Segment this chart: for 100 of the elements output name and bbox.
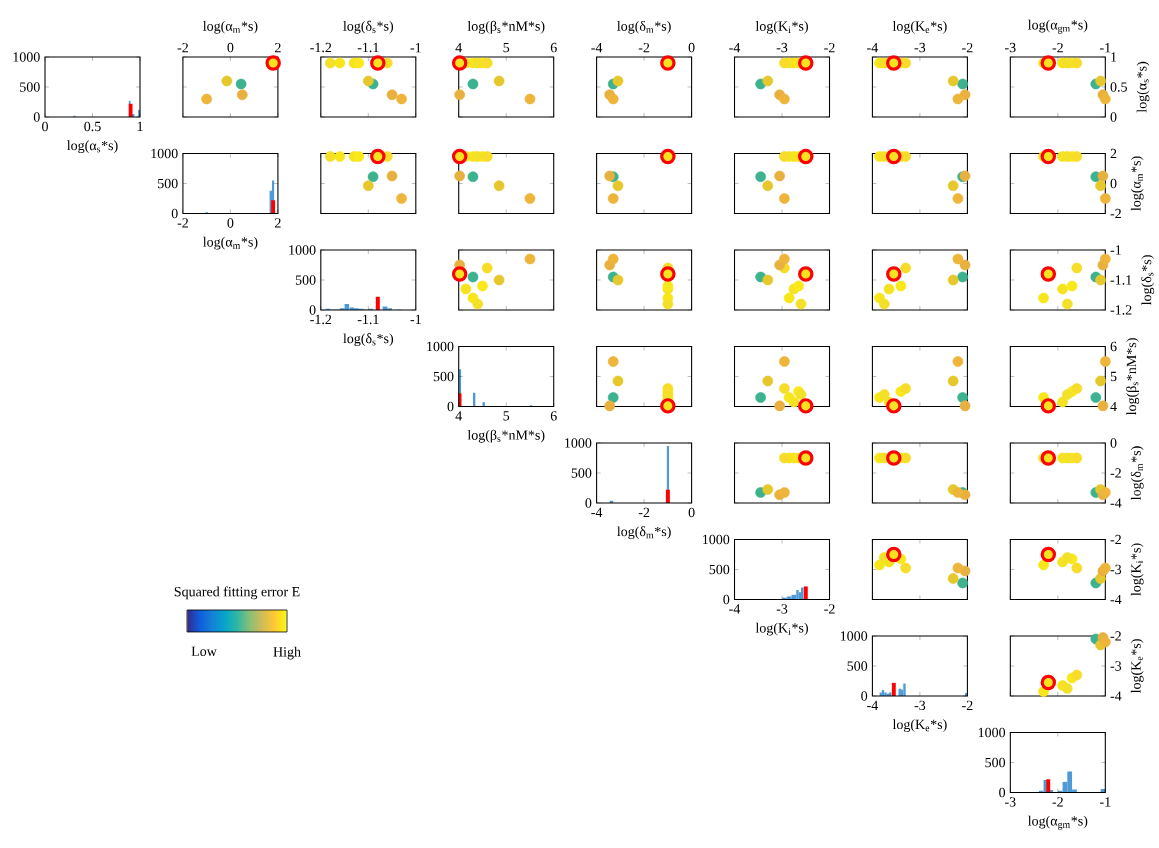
x-tick-label: -3: [776, 604, 788, 614]
x-tick-label: 0: [227, 218, 234, 228]
x-tick-label: -1.1: [357, 314, 379, 325]
x-axis-title: log(β$_{s}$*nM*s): [467, 429, 545, 443]
y-tick-label: 4: [1110, 401, 1117, 412]
y-tick-label: 0: [1110, 178, 1117, 189]
y-tick-label: -2: [1110, 208, 1121, 219]
y-tick-label: 500: [709, 564, 730, 575]
x-axis-title: log(K$_{i}$*s): [755, 20, 808, 34]
x-tick-label: -2: [177, 218, 188, 228]
y-tick-label: 500: [847, 661, 868, 671]
y-tick-label: -2: [1110, 631, 1121, 641]
x-tick-label: -3: [914, 700, 926, 711]
text: High: [273, 646, 301, 660]
x-tick-label: -3: [1005, 797, 1016, 807]
y-axis-title: log(K$_{i}$*s): [1130, 543, 1144, 596]
x-tick-label: -2: [638, 43, 650, 53]
y-tick-label: -1: [1110, 245, 1121, 255]
x-tick-label: 0: [688, 42, 695, 53]
y-tick-label: 0: [723, 594, 730, 605]
y-tick-label: -1.1: [1110, 275, 1132, 285]
x-axis-title: log(β$_{s}$*nM*s): [467, 20, 545, 34]
x-tick-label: 2: [275, 43, 281, 53]
x-axis-title: log(K$_{e}$*s): [892, 719, 947, 732]
x-tick-label: 2: [275, 218, 281, 228]
text: Low: [191, 646, 217, 657]
y-tick-label: 6: [1110, 341, 1117, 352]
y-tick-label: -2: [1110, 468, 1121, 478]
y-axis-title: log(K$_{e}$*s): [1130, 639, 1144, 694]
y-tick-label: 500: [20, 82, 40, 92]
x-tick-label: 0: [227, 42, 234, 53]
y-tick-label: 500: [571, 468, 592, 478]
x-axis-title: log(α$_{gm}$*s): [1027, 19, 1088, 34]
x-tick-label: -4: [729, 43, 741, 53]
x-tick-label: -2: [1052, 797, 1063, 807]
y-tick-label: 1000: [565, 438, 592, 448]
y-tick-label: 0: [33, 112, 40, 122]
x-tick-label: 1: [137, 121, 143, 131]
y-tick-label: 1000: [427, 341, 454, 352]
y-tick-label: -4: [1110, 594, 1122, 605]
y-tick-label: 0: [447, 401, 454, 412]
x-tick-label: -3: [914, 42, 926, 53]
x-tick-label: -1.1: [357, 42, 379, 53]
x-axis-title: log(δ$_{s}$*s): [343, 20, 394, 34]
y-tick-label: 1000: [978, 727, 1006, 738]
y-tick-label: 1000: [703, 534, 730, 545]
x-tick-label: 5: [503, 411, 510, 421]
x-axis-title: log(α$_{s}$*s): [67, 140, 118, 154]
x-tick-label: -4: [729, 604, 741, 614]
x-tick-label: 0: [688, 507, 695, 518]
x-tick-label: -1: [410, 43, 421, 53]
x-tick-label: -1.2: [310, 42, 332, 53]
x-tick-label: -2: [1052, 43, 1063, 53]
x-tick-label: -2: [638, 507, 650, 517]
y-tick-label: 1000: [13, 52, 40, 62]
x-axis-title: log(δ$_{m}$*s): [617, 20, 671, 34]
y-tick-label: 1000: [289, 245, 316, 255]
y-tick-label: 0: [585, 498, 592, 508]
x-tick-label: 6: [550, 411, 557, 421]
y-tick-label: 5: [1110, 371, 1117, 382]
y-tick-label: 500: [295, 275, 316, 285]
y-axis-title: log(α$_{s}$*s): [1136, 61, 1150, 113]
x-tick-label: -4: [591, 43, 603, 53]
x-tick-label: 4: [455, 411, 462, 421]
x-tick-label: -2: [824, 604, 835, 614]
y-tick-label: 0: [171, 208, 178, 219]
x-tick-label: 6: [550, 42, 557, 53]
y-tick-label: 500: [433, 371, 454, 382]
y-tick-label: 0: [861, 691, 868, 701]
x-tick-label: -2: [962, 43, 973, 53]
x-axis-title: log(δ$_{m}$*s): [617, 526, 671, 540]
y-axis-title: log(α$_{m}$*s): [1130, 156, 1144, 211]
y-tick-label: -4: [1110, 498, 1122, 508]
y-tick-label: 2: [1110, 148, 1117, 159]
y-tick-label: 0: [1110, 112, 1117, 122]
y-tick-label: 500: [158, 178, 178, 189]
y-axis-title: log(δ$_{m}$*s): [1130, 446, 1144, 500]
x-tick-label: -2: [962, 700, 973, 710]
x-tick-label: -4: [867, 700, 879, 710]
y-tick-label: 500: [985, 757, 1006, 768]
y-tick-label: 0: [1110, 438, 1117, 448]
y-tick-label: -3: [1110, 564, 1122, 575]
y-tick-label: -3: [1110, 661, 1122, 671]
x-tick-label: 5: [503, 42, 510, 53]
x-tick-label: 0.5: [84, 121, 101, 132]
y-tick-label: 0: [309, 305, 316, 315]
x-axis-title: log(α$_{m}$*s): [203, 20, 258, 34]
x-axis-title: log(δ$_{s}$*s): [343, 333, 394, 347]
x-tick-label: -3: [1005, 42, 1016, 53]
x-tick-label: -1: [410, 314, 421, 324]
x-tick-label: -2: [177, 43, 188, 53]
x-axis-title: log(K$_{e}$*s): [892, 20, 947, 34]
text: Squared fitting error E: [174, 586, 300, 600]
x-tick-label: -4: [867, 43, 879, 53]
x-tick-label: 4: [455, 43, 462, 53]
y-tick-label: 1: [1111, 52, 1117, 62]
y-tick-label: -4: [1110, 691, 1122, 701]
y-axis-title: log(β$_{s}$*nM*s): [1126, 338, 1140, 416]
x-axis-title: log(K$_{i}$*s): [755, 622, 808, 636]
x-tick-label: -1.2: [310, 314, 332, 325]
